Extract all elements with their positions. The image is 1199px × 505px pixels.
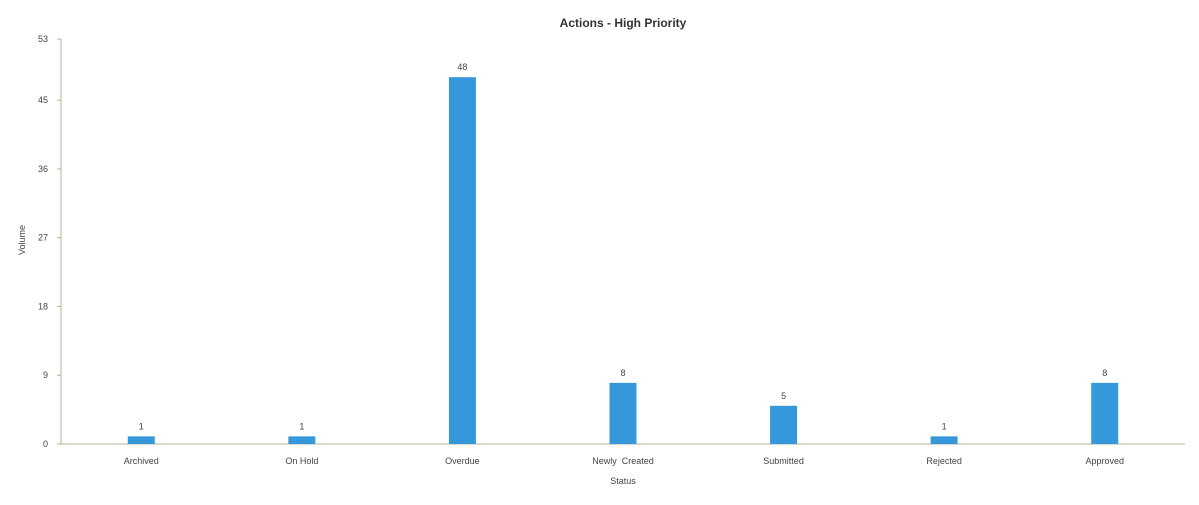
x-tick-label: Overdue bbox=[445, 456, 480, 466]
x-tick-label: Archived bbox=[124, 456, 159, 466]
x-axis-label: Status bbox=[610, 476, 636, 486]
x-tick-label: Submitted bbox=[763, 456, 804, 466]
x-tick-label: On Hold bbox=[285, 456, 318, 466]
data-label: 1 bbox=[299, 421, 304, 431]
bar bbox=[127, 436, 155, 444]
data-label: 1 bbox=[139, 421, 144, 431]
data-label: 5 bbox=[781, 391, 786, 401]
bar bbox=[609, 382, 637, 444]
y-tick-label: 18 bbox=[38, 301, 48, 311]
bar bbox=[930, 436, 958, 444]
bar bbox=[448, 77, 476, 444]
chart-title: Actions - High Priority bbox=[560, 16, 687, 30]
x-tick-label: Newly Created bbox=[592, 456, 654, 466]
x-tick-label: Rejected bbox=[926, 456, 962, 466]
y-axis-label: Volume bbox=[17, 225, 27, 255]
bar bbox=[770, 405, 798, 444]
y-tick-label: 9 bbox=[43, 370, 48, 380]
y-tick-label: 36 bbox=[38, 164, 48, 174]
x-tick-label: Approved bbox=[1085, 456, 1124, 466]
data-label: 8 bbox=[1102, 368, 1107, 378]
bar bbox=[1091, 382, 1119, 444]
data-label: 48 bbox=[457, 62, 467, 72]
y-tick-label: 53 bbox=[38, 34, 48, 44]
y-tick-label: 0 bbox=[43, 439, 48, 449]
y-tick-label: 27 bbox=[38, 233, 48, 243]
y-tick-label: 45 bbox=[38, 95, 48, 105]
data-label: 8 bbox=[620, 368, 625, 378]
bar bbox=[288, 436, 316, 444]
data-label: 1 bbox=[942, 421, 947, 431]
